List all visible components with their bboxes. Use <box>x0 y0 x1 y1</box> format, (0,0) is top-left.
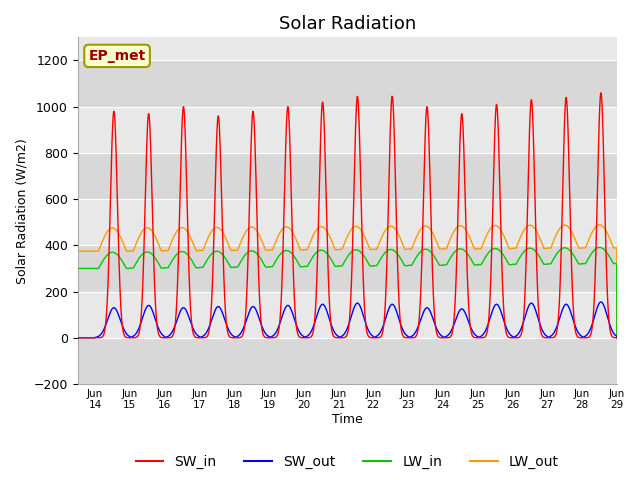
SW_in <box>499 281 506 287</box>
LW_out <box>327 237 335 242</box>
LW_in <box>613 335 621 341</box>
Line: LW_in: LW_in <box>77 247 617 338</box>
LW_in <box>612 261 620 266</box>
LW_in <box>327 256 335 262</box>
Bar <box>77 245 617 291</box>
LW_out <box>612 245 620 251</box>
LW_out <box>171 232 179 238</box>
Bar <box>77 153 617 199</box>
SW_out <box>74 335 81 341</box>
SW_out <box>438 333 446 339</box>
Text: EP_met: EP_met <box>88 49 146 63</box>
Bar <box>77 291 617 338</box>
SW_in <box>438 335 446 341</box>
LW_out <box>499 230 506 236</box>
Bar <box>77 199 617 245</box>
SW_in <box>612 335 620 341</box>
Bar <box>77 107 617 153</box>
Y-axis label: Solar Radiation (W/m2): Solar Radiation (W/m2) <box>15 138 28 284</box>
Bar <box>77 60 617 107</box>
Title: Solar Radiation: Solar Radiation <box>278 15 416 33</box>
LW_out <box>74 248 81 254</box>
SW_out <box>499 313 506 319</box>
SW_in <box>468 332 476 337</box>
SW_out <box>171 324 179 330</box>
LW_out <box>596 222 604 228</box>
LW_out <box>438 246 446 252</box>
SW_out <box>612 333 620 339</box>
LW_out <box>468 240 476 246</box>
SW_in <box>74 335 81 341</box>
LW_in <box>74 265 81 271</box>
LW_in <box>499 251 506 257</box>
LW_in <box>596 244 604 250</box>
SW_in <box>327 322 335 327</box>
Line: LW_out: LW_out <box>77 225 617 338</box>
LW_out <box>613 335 621 341</box>
SW_out <box>597 299 605 305</box>
LW_in <box>438 263 446 268</box>
SW_out <box>327 321 335 327</box>
SW_out <box>468 327 476 333</box>
LW_in <box>468 258 476 264</box>
Line: SW_in: SW_in <box>77 93 617 338</box>
SW_in <box>613 335 621 341</box>
Bar <box>77 338 617 384</box>
SW_in <box>171 326 179 332</box>
Legend: SW_in, SW_out, LW_in, LW_out: SW_in, SW_out, LW_in, LW_out <box>130 449 564 474</box>
LW_in <box>171 254 179 260</box>
SW_in <box>597 90 605 96</box>
SW_out <box>613 335 621 341</box>
Line: SW_out: SW_out <box>77 302 617 338</box>
X-axis label: Time: Time <box>332 413 363 426</box>
